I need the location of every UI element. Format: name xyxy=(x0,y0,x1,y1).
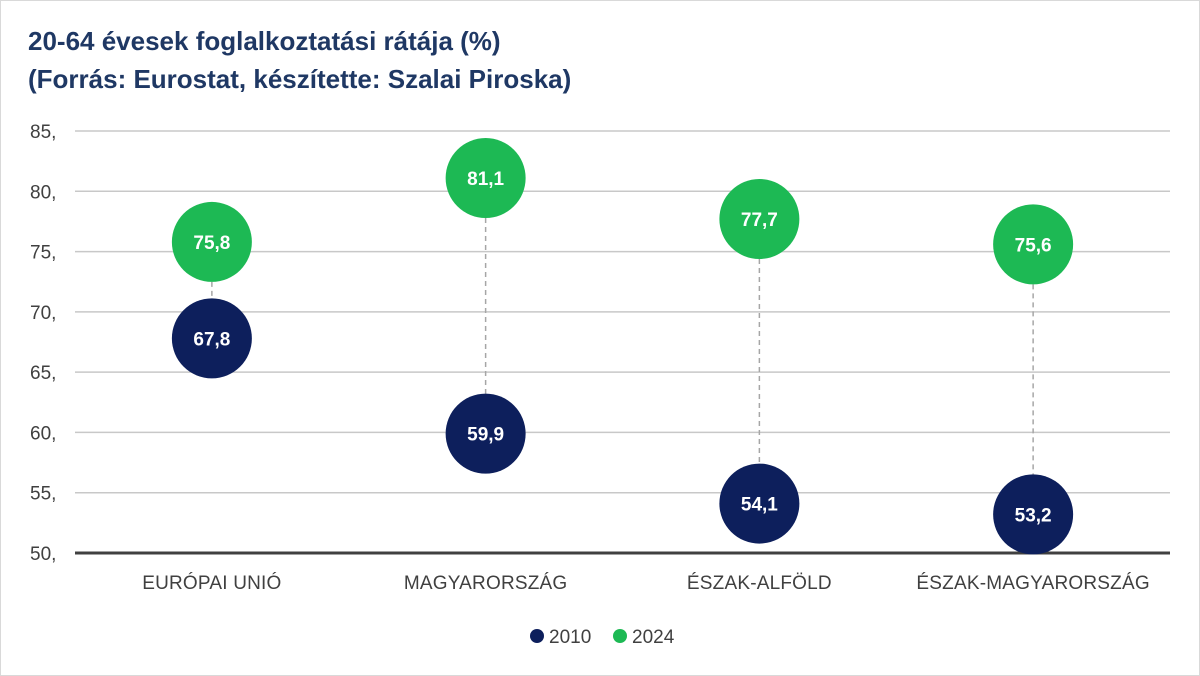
gridlines xyxy=(75,130,1170,494)
data-label-2010-3: 53,2 xyxy=(1015,505,1052,526)
data-points: 67,8 59,9 54,1 53,2 75,8 81,1 77,7 75,6 xyxy=(171,138,1074,555)
x-tick-label-3: ÉSZAK-MAGYARORSZÁG xyxy=(916,573,1149,594)
x-tick-label-1: MAGYARORSZÁG xyxy=(404,573,568,594)
chart-title-line-1: 20-64 évesek foglalkoztatási rátája (%) xyxy=(28,26,501,56)
y-axis-labels: 50, 55, 60, 65, 70, 75, 80, 85, xyxy=(30,122,56,565)
x-axis-labels: EURÓPAI UNIÓ MAGYARORSZÁG ÉSZAK-ALFÖLD ÉSZA… xyxy=(142,572,1149,594)
y-tick-label-55: 55, xyxy=(30,484,56,505)
legend-marker-2024 xyxy=(613,629,627,643)
y-tick-label-75: 75, xyxy=(30,243,56,264)
legend-label-2024: 2024 xyxy=(632,627,675,648)
x-tick-label-2: ÉSZAK-ALFÖLD xyxy=(687,573,832,594)
data-label-2024-3: 75,6 xyxy=(1015,235,1052,256)
y-tick-label-65: 65, xyxy=(30,363,56,384)
x-tick-label-0: EURÓPAI UNIÓ xyxy=(142,572,281,594)
y-tick-label-80: 80, xyxy=(30,182,56,203)
point-2010-2 xyxy=(719,463,800,544)
legend-marker-2010 xyxy=(530,629,544,643)
point-2024-3 xyxy=(993,204,1074,285)
data-label-2024-0: 75,8 xyxy=(193,233,230,254)
data-label-2024-1: 81,1 xyxy=(467,169,504,190)
connector-lines xyxy=(211,218,1034,475)
data-label-2024-2: 77,7 xyxy=(741,210,778,231)
point-2024-0 xyxy=(171,201,252,282)
point-2010-3 xyxy=(993,474,1074,555)
y-tick-label-85: 85, xyxy=(30,122,56,143)
data-label-2010-1: 59,9 xyxy=(467,425,504,446)
legend-label-2010: 2010 xyxy=(549,627,591,648)
y-tick-label-60: 60, xyxy=(30,423,56,444)
point-2024-1 xyxy=(445,138,526,219)
chart-title-line-2: (Forrás: Eurostat, készítette: Szalai Pi… xyxy=(28,64,572,94)
data-label-2010-0: 67,8 xyxy=(193,329,230,350)
y-tick-label-50: 50, xyxy=(30,544,56,565)
y-tick-label-70: 70, xyxy=(30,303,56,324)
point-2010-0 xyxy=(171,298,252,379)
legend: 2010 2024 xyxy=(530,627,675,648)
chart-title: 20-64 évesek foglalkoztatási rátája (%) … xyxy=(28,22,571,98)
data-label-2010-2: 54,1 xyxy=(741,495,778,516)
point-2024-2 xyxy=(719,179,800,260)
point-2010-1 xyxy=(445,393,526,474)
